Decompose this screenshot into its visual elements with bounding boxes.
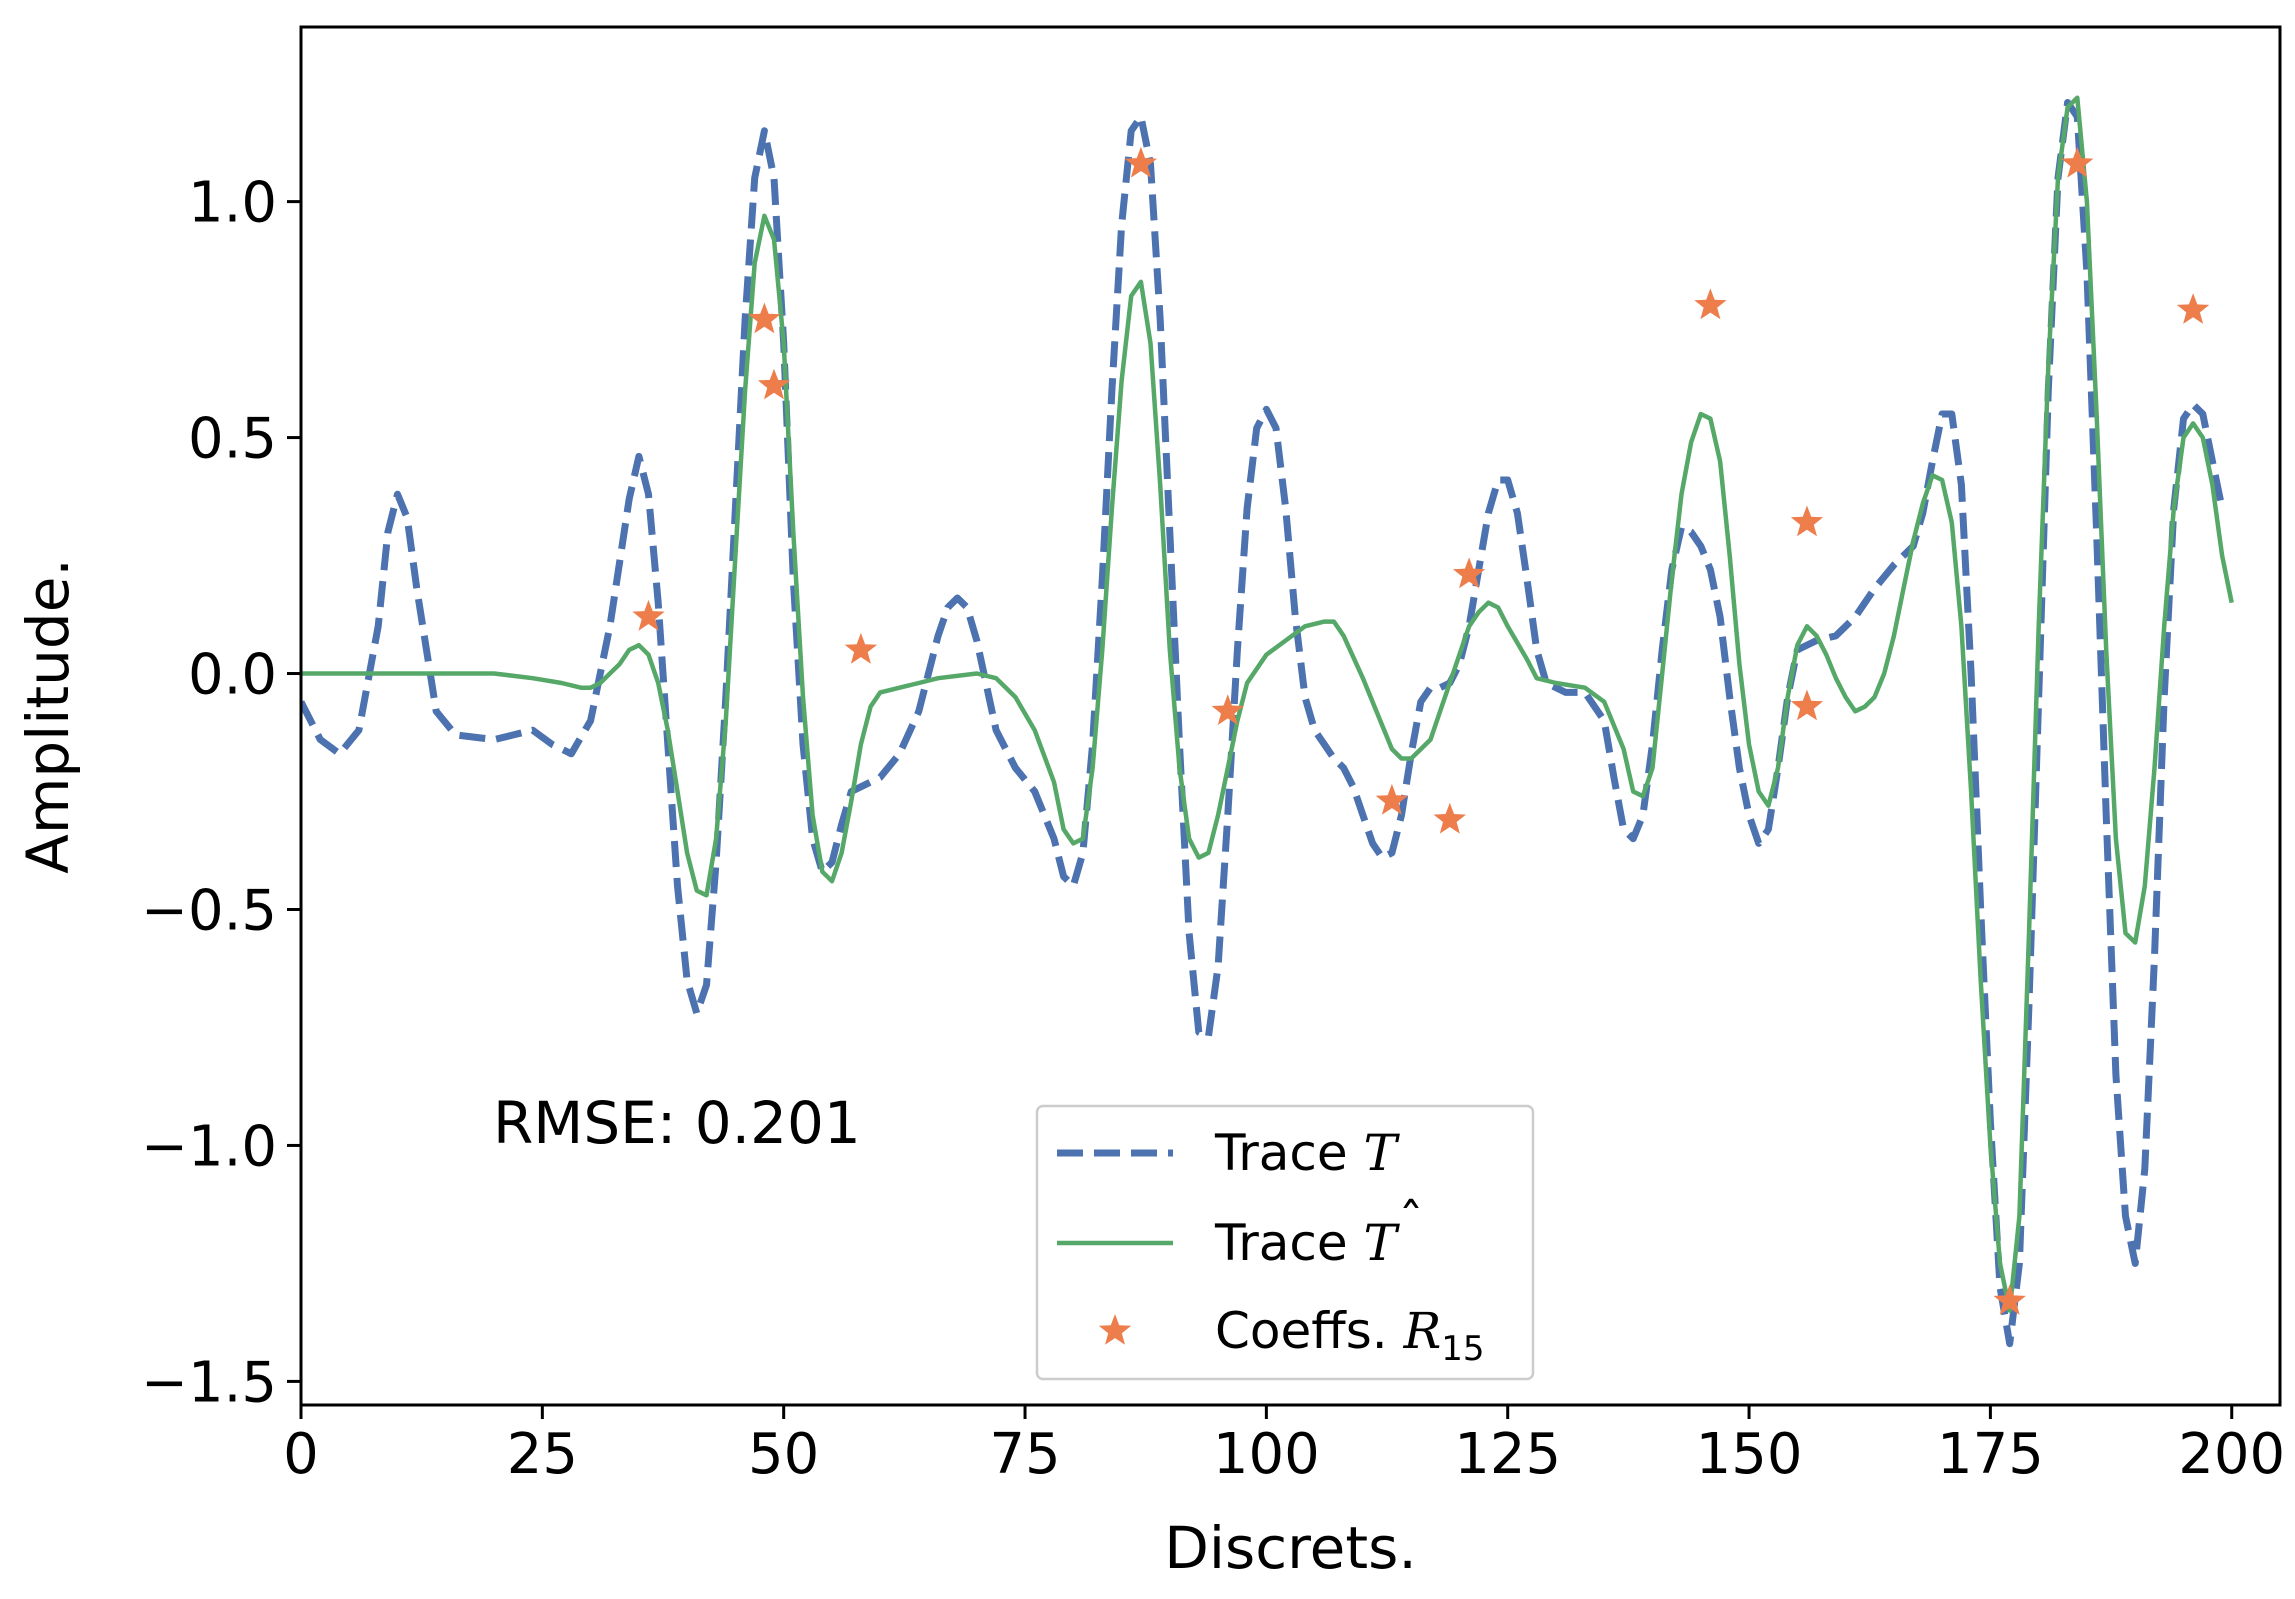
trace-t-hat-line bbox=[301, 95, 2234, 1313]
y-tick-label: 1.0 bbox=[188, 171, 277, 236]
coeff-star-marker bbox=[757, 368, 791, 400]
x-tick-label: 50 bbox=[748, 1422, 819, 1487]
coeff-star-marker bbox=[1433, 802, 1466, 834]
coeff-star-marker bbox=[2061, 146, 2094, 178]
y-tick-label: 0.5 bbox=[188, 407, 277, 472]
y-tick-label: −1.5 bbox=[141, 1350, 277, 1415]
coeff-star-marker bbox=[1375, 783, 1408, 815]
coeff-star-marker bbox=[1790, 505, 1824, 537]
x-tick-label: 100 bbox=[1213, 1422, 1320, 1487]
axis-ticks: 0 25 50 75 100 125 150 175 200 −1.5 −1.0 −0.5 0.0 0.5… bbox=[141, 171, 2285, 1487]
legend-star-marker bbox=[1098, 1314, 1132, 1345]
x-tick-label: 0 bbox=[283, 1422, 319, 1487]
x-tick-label: 125 bbox=[1454, 1422, 1561, 1487]
x-tick-label: 175 bbox=[1937, 1422, 2044, 1487]
legend-entry-trace-t: Trace T bbox=[1214, 1124, 1401, 1182]
x-tick-label: 200 bbox=[2178, 1422, 2285, 1487]
coeff-star-marker bbox=[1694, 288, 1727, 320]
y-tick-label: 0.0 bbox=[188, 643, 277, 708]
coeff-star-marker bbox=[748, 302, 781, 334]
coeff-star-marker bbox=[1790, 689, 1824, 721]
coeff-star-marker bbox=[2176, 293, 2210, 324]
y-axis-label: Amplitude. bbox=[14, 558, 82, 874]
legend-entry-coeffs: Coeffs. R15 bbox=[1215, 1302, 1484, 1369]
legend-entry-trace-t-hat: Trace T bbox=[1214, 1214, 1401, 1272]
legend-hat-accent: ˆ bbox=[1399, 1193, 1424, 1251]
coeff-star-marker bbox=[632, 599, 665, 631]
coeff-star-marker bbox=[1993, 1284, 2026, 1315]
plot-frame bbox=[299, 25, 2282, 1407]
plot-series bbox=[301, 95, 2234, 1348]
coeff-star-marker bbox=[1124, 146, 1157, 178]
x-tick-label: 75 bbox=[989, 1422, 1060, 1487]
coeff-star-marker bbox=[844, 632, 878, 664]
x-tick-label: 150 bbox=[1696, 1422, 1803, 1487]
legend-swatch-coeffs bbox=[1098, 1314, 1132, 1345]
x-tick-label: 25 bbox=[507, 1422, 578, 1487]
y-tick-label: −0.5 bbox=[141, 878, 277, 943]
y-tick-label: −1.0 bbox=[141, 1114, 277, 1179]
coeff-star-marker bbox=[1452, 557, 1486, 589]
legend-box bbox=[1035, 1104, 1535, 1381]
x-axis-label: Discrets. bbox=[1164, 1514, 1417, 1582]
legend: Trace T Trace T ˆ Coeffs. R15 bbox=[1035, 1104, 1535, 1381]
rmse-annotation: RMSE: 0.201 bbox=[493, 1089, 861, 1157]
coeff-star-marker bbox=[1211, 694, 1244, 725]
